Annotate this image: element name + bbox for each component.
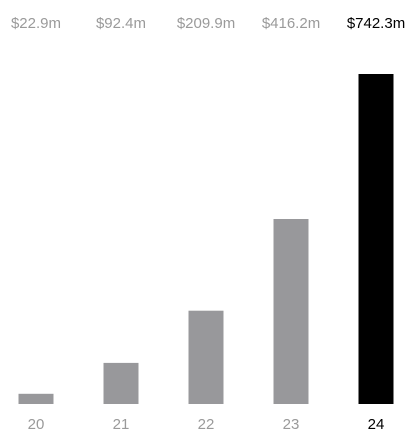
value-label-23: $416.2m [262,15,320,32]
bar-22 [189,311,224,404]
x-tick-label-20: 20 [28,416,45,430]
x-tick-label-23: 23 [283,416,300,430]
value-label-20: $22.9m [11,15,61,32]
tick-labels-layer: 20 21 22 23 24 [28,416,385,430]
x-tick-label-21: 21 [113,416,130,430]
bar-23 [274,219,309,404]
value-label-21: $92.4m [96,15,146,32]
x-tick-label-22: 22 [198,416,215,430]
value-label-24: $742.3m [347,15,405,32]
bar-24 [359,74,394,404]
x-tick-label-24: 24 [368,416,385,430]
value-labels-layer: $22.9m $92.4m $209.9m $416.2m $742.3m [11,15,405,32]
bars-layer [19,74,394,404]
bar-21 [104,363,139,404]
bar-20 [19,394,54,404]
value-label-22: $209.9m [177,15,235,32]
